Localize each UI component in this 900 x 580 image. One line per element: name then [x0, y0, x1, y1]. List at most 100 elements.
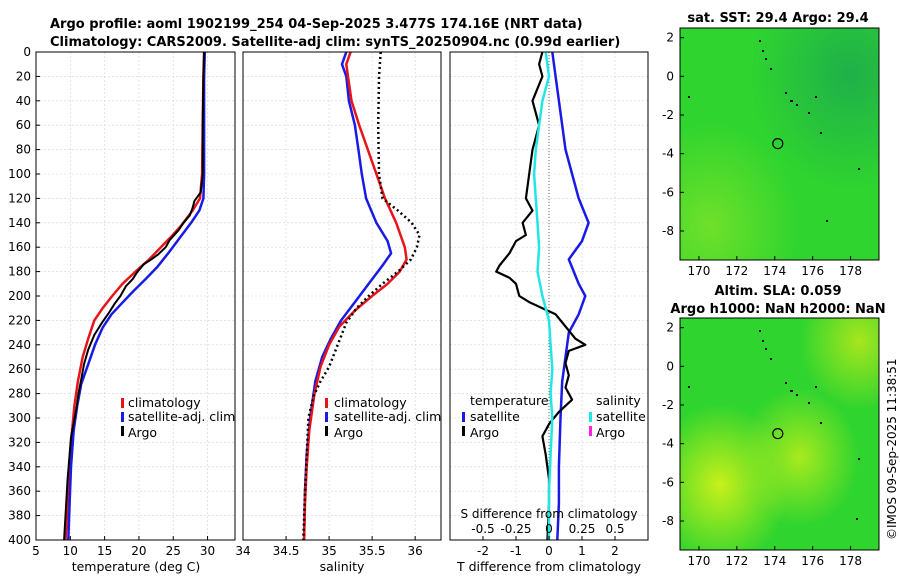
legend-label-argo: Argo: [334, 425, 363, 440]
x-tick-label-4: 25: [166, 544, 181, 558]
sst-x-tick-label-1: 172: [725, 264, 748, 278]
s-tick-label-4: 0.5: [605, 522, 624, 536]
depth-tick-label-15: 300: [8, 411, 31, 425]
s-tick-label-3: 0.25: [569, 522, 596, 536]
sla-y-tick-label-2: -2: [662, 398, 674, 412]
salinity-difference-ticks: -0.5 -0.25 0 0.25 0.5: [471, 522, 625, 540]
depth-tick-label-12: 240: [8, 338, 31, 352]
sla-map-title-line-1: Altim. SLA: 0.059: [715, 284, 842, 299]
legend-label-climatology: climatology: [128, 395, 201, 410]
sla-x-tick-label-1: 172: [725, 554, 748, 568]
x-tick-label-4: 36: [408, 544, 423, 558]
legend-label-climatology: climatology: [334, 395, 407, 410]
legend-swatch-satellite: [325, 412, 328, 422]
depth-tick-label-7: 140: [8, 216, 31, 230]
sla-map-islands: [688, 330, 860, 520]
sst-map-islands: [688, 40, 860, 222]
x-tick-label-3: 1: [578, 544, 586, 558]
salinity-difference-label: S difference from climatology: [461, 507, 638, 521]
x-tick-label-3: 20: [131, 544, 146, 558]
sla-x-tick-label-4: 178: [839, 554, 862, 568]
depth-tick-label-13: 260: [8, 362, 31, 376]
depth-tick-label-14: 280: [8, 387, 31, 401]
depth-tick-label-6: 120: [8, 191, 31, 205]
sst-map-y-ticks: 2 0 -2 -4 -6 -8: [662, 31, 684, 238]
legend-label-sal-satellite: satellite: [596, 409, 646, 424]
legend-label-temp-satellite: satellite: [470, 409, 520, 424]
x-tick-label-3: 35.5: [359, 544, 386, 558]
sla-y-tick-label-4: -6: [662, 475, 674, 489]
depth-tick-label-8: 160: [8, 240, 31, 254]
depth-tick-label-0: 0: [23, 45, 31, 59]
sst-map-frame: [679, 27, 880, 261]
sst-map-warm-patch: [680, 28, 879, 260]
sla-y-tick-label-0: 2: [666, 321, 674, 335]
x-tick-label-4: 2: [611, 544, 619, 558]
sst-x-tick-label-3: 176: [801, 264, 824, 278]
sst-y-tick-label-5: -8: [662, 224, 674, 238]
salinity-legend: climatology satellite-adj. clim Argo: [325, 395, 441, 440]
depth-tick-label-18: 360: [8, 484, 31, 498]
legend-swatch-satellite: [121, 412, 124, 422]
depth-tick-label-9: 180: [8, 265, 31, 279]
depth-axis-ticks: 0 20 40 60 80 100 120 140 160 180 200 220 240 260 280 3…: [8, 45, 40, 547]
depth-tick-label-2: 40: [16, 94, 31, 108]
sla-map-high-patch-northeast: [680, 318, 879, 550]
x-tick-label-0: 5: [32, 544, 40, 558]
s-tick-label-1: -0.25: [500, 522, 531, 536]
x-tick-label-2: 15: [97, 544, 112, 558]
x-tick-label-1: 34.5: [273, 544, 300, 558]
depth-tick-label-17: 340: [8, 460, 31, 474]
depth-tick-label-10: 200: [8, 289, 31, 303]
sla-map-title-line-2: Argo h1000: NaN h2000: NaN: [670, 302, 885, 317]
salinity-panel: 34 34.5 35 35.5 36 salinity climatology sate…: [235, 51, 442, 574]
legend-swatch-temp-argo: [462, 426, 465, 436]
s-tick-label-2: 0: [545, 522, 553, 536]
legend-label-satellite: satellite-adj. clim: [128, 409, 235, 424]
salinity-axes-frame: [242, 51, 442, 541]
depth-tick-label-4: 80: [16, 143, 31, 157]
sst-map-x-ticks: 170 172 174 176 178: [687, 256, 862, 278]
salinity-x-ticks: 34 34.5 35 35.5 36: [235, 536, 423, 558]
sla-y-tick-label-1: 0: [666, 359, 674, 373]
x-tick-label-2: 0: [545, 544, 553, 558]
sst-map-panel: sat. SST: 29.4 Argo: 29.4 2 0 -2 -4 -6 -8 170…: [662, 11, 880, 278]
depth-tick-label-19: 380: [8, 509, 31, 523]
sst-y-tick-label-0: 2: [666, 31, 674, 45]
imos-timestamp: ©IMOS 09-Sep-2025 11:38:51: [885, 358, 899, 540]
legend-title-salinity: salinity: [596, 393, 641, 408]
sst-x-tick-label-4: 178: [839, 264, 862, 278]
legend-swatch-argo: [325, 426, 328, 436]
sla-map-x-ticks: 170 172 174 176 178: [687, 546, 862, 568]
legend-label-sal-argo: Argo: [596, 425, 625, 440]
legend-swatch-sal-argo: [589, 426, 592, 436]
sla-map-argo-marker: [772, 428, 784, 440]
sst-x-tick-label-2: 174: [763, 264, 786, 278]
legend-swatch-climatology: [325, 398, 328, 408]
legend-swatch-climatology: [121, 398, 124, 408]
sst-map-title: sat. SST: 29.4 Argo: 29.4: [687, 11, 868, 26]
salinity-lines: [302, 51, 421, 541]
depth-tick-label-16: 320: [8, 435, 31, 449]
sla-map-y-ticks: 2 0 -2 -4 -6 -8: [662, 321, 684, 528]
legend-swatch-argo: [121, 426, 124, 436]
temperature-panel: 0 20 40 60 80 100 120 140 160 180 200 220 240 260 280 3…: [8, 45, 236, 574]
x-tick-label-2: 35: [321, 544, 336, 558]
sla-map-frame: [679, 317, 880, 551]
depth-tick-label-5: 100: [8, 167, 31, 181]
sla-map-panel: Altim. SLA: 0.059 Argo h1000: NaN h2000:…: [662, 284, 886, 568]
series-line-salinity-satellite: [532, 51, 554, 540]
temperature-lines: [63, 51, 207, 541]
sla-x-tick-label-0: 170: [687, 554, 710, 568]
sst-map-argo-marker: [772, 138, 784, 150]
legend-swatch-sal-satellite: [589, 412, 592, 422]
sla-x-tick-label-3: 176: [801, 554, 824, 568]
temperature-xlabel: temperature (deg C): [72, 559, 201, 574]
x-tick-label-0: -2: [477, 544, 489, 558]
legend-label-satellite: satellite-adj. clim: [334, 409, 441, 424]
difference-xlabel: T difference from climatology: [456, 559, 642, 574]
salinity-xlabel: salinity: [320, 559, 365, 574]
difference-panel: -2 -1 0 1 2 -0.5 -0.25 0 0.25 0.5 T difference f…: [449, 51, 649, 574]
difference-legend-temperature: temperature satellite Argo: [462, 393, 549, 440]
